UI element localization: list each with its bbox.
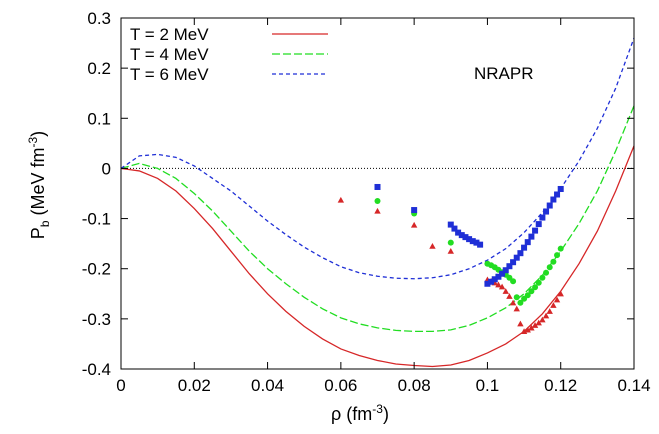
data-point-square bbox=[484, 280, 491, 287]
data-point-triangle bbox=[520, 328, 528, 334]
data-point-circle bbox=[517, 299, 524, 306]
data-point-square bbox=[488, 278, 495, 285]
data-point-square bbox=[466, 236, 473, 243]
x-tick-label: 0.12 bbox=[544, 376, 577, 395]
data-point-square bbox=[506, 263, 513, 270]
data-point-triangle bbox=[528, 324, 535, 331]
data-point-triangle bbox=[550, 302, 557, 308]
data-point-square bbox=[554, 191, 561, 198]
data-point-square bbox=[510, 259, 517, 266]
data-point-circle bbox=[539, 274, 546, 281]
legend-label-1: T = 2 MeV bbox=[130, 25, 209, 44]
data-point-square bbox=[557, 185, 564, 192]
x-tick-label: 0.02 bbox=[178, 376, 211, 395]
data-point-square bbox=[495, 273, 502, 280]
data-point-square bbox=[543, 208, 550, 215]
data-point-square bbox=[535, 221, 542, 228]
data-point-triangle bbox=[531, 322, 539, 328]
data-point-circle bbox=[528, 288, 535, 295]
data-point-square bbox=[550, 196, 557, 203]
data-point-square bbox=[517, 250, 524, 257]
x-tick-label: 0.1 bbox=[476, 376, 500, 395]
data-point-triangle bbox=[542, 312, 550, 319]
plot-frame bbox=[120, 17, 635, 370]
data-point-square bbox=[374, 183, 381, 190]
data-point-square bbox=[473, 239, 480, 246]
data-point-square bbox=[451, 225, 458, 232]
legend-label-2: T = 4 MeV bbox=[130, 45, 209, 64]
data-point-triangle bbox=[374, 207, 381, 214]
y-tick-label: 0.1 bbox=[87, 109, 111, 128]
data-point-circle bbox=[543, 269, 550, 276]
data-point-square bbox=[477, 241, 484, 248]
data-point-circle bbox=[550, 258, 557, 265]
data-point-square bbox=[521, 244, 528, 251]
data-point-triangle bbox=[524, 326, 531, 333]
data-point-square bbox=[528, 233, 535, 240]
data-point-circle bbox=[374, 198, 381, 205]
x-tick-label: 0.14 bbox=[617, 376, 650, 395]
data-point-square bbox=[513, 254, 520, 261]
data-point-circle bbox=[513, 294, 520, 301]
data-point-square bbox=[532, 227, 539, 234]
ticks-layer: 0 0.02 0.04 0.06 0.08 0.1 0.12 0.14 -0.4 -0.3 -0.2… bbox=[82, 9, 651, 395]
data-point-square bbox=[458, 232, 465, 239]
data-point-square bbox=[499, 270, 506, 277]
data-point-triangle bbox=[447, 247, 454, 254]
data-point-triangle bbox=[553, 296, 561, 303]
data-point-square bbox=[455, 229, 462, 236]
data-point-triangle bbox=[535, 319, 542, 326]
annotation-label: NRAPR bbox=[474, 64, 534, 83]
y-tick-label: -0.2 bbox=[82, 260, 111, 279]
data-point-circle bbox=[546, 264, 553, 271]
data-point-square bbox=[546, 202, 553, 209]
data-point-circle bbox=[535, 279, 542, 286]
data-point-triangle bbox=[546, 308, 553, 314]
y-tick-label: 0 bbox=[102, 159, 111, 178]
x-tick-label: 0.06 bbox=[324, 376, 357, 395]
data-point-triangle bbox=[495, 281, 502, 288]
data-point-triangle bbox=[513, 305, 520, 312]
data-point-triangle bbox=[517, 320, 524, 327]
data-point-square bbox=[447, 221, 454, 228]
y-tick-label: 0.2 bbox=[87, 59, 111, 78]
y-tick-label: -0.3 bbox=[82, 310, 111, 329]
y-tick-label: -0.4 bbox=[82, 360, 111, 379]
data-point-triangle bbox=[410, 221, 418, 228]
data-point-square bbox=[462, 234, 469, 241]
data-point-square bbox=[524, 239, 531, 246]
markers-layer bbox=[337, 183, 564, 334]
y-tick-label: 0.3 bbox=[87, 9, 111, 28]
plot-area: 0 0.02 0.04 0.06 0.08 0.1 0.12 0.14 -0.4 -0.3 -0.2… bbox=[82, 9, 651, 395]
data-point-triangle bbox=[539, 316, 546, 323]
data-point-triangle bbox=[509, 299, 517, 306]
data-point-square bbox=[502, 267, 509, 274]
data-point-triangle bbox=[557, 290, 564, 297]
data-point-triangle bbox=[506, 293, 513, 299]
series-line-1 bbox=[120, 145, 635, 368]
data-point-circle bbox=[532, 284, 539, 291]
data-point-circle bbox=[510, 278, 517, 285]
data-point-circle bbox=[554, 252, 561, 259]
data-point-triangle bbox=[502, 288, 509, 294]
x-tick-label: 0 bbox=[116, 376, 125, 395]
x-tick-label: 0.08 bbox=[398, 376, 431, 395]
data-point-square bbox=[539, 214, 546, 221]
data-point-square bbox=[469, 238, 476, 245]
data-point-circle bbox=[557, 245, 564, 252]
data-point-triangle bbox=[429, 242, 436, 249]
x-tick-label: 0.04 bbox=[251, 376, 284, 395]
data-point-square bbox=[491, 276, 498, 283]
data-point-triangle bbox=[498, 283, 506, 290]
y-tick-label: -0.1 bbox=[82, 210, 111, 229]
x-axis-label: ρ (fm-3) bbox=[331, 402, 389, 424]
data-point-square bbox=[411, 207, 418, 214]
y-axis-label: Pb (MeV fm-3) bbox=[26, 131, 52, 239]
data-point-triangle bbox=[337, 196, 345, 203]
data-point-circle bbox=[524, 292, 531, 299]
data-point-circle bbox=[447, 239, 454, 246]
legend-label-3: T = 6 MeV bbox=[130, 65, 209, 84]
